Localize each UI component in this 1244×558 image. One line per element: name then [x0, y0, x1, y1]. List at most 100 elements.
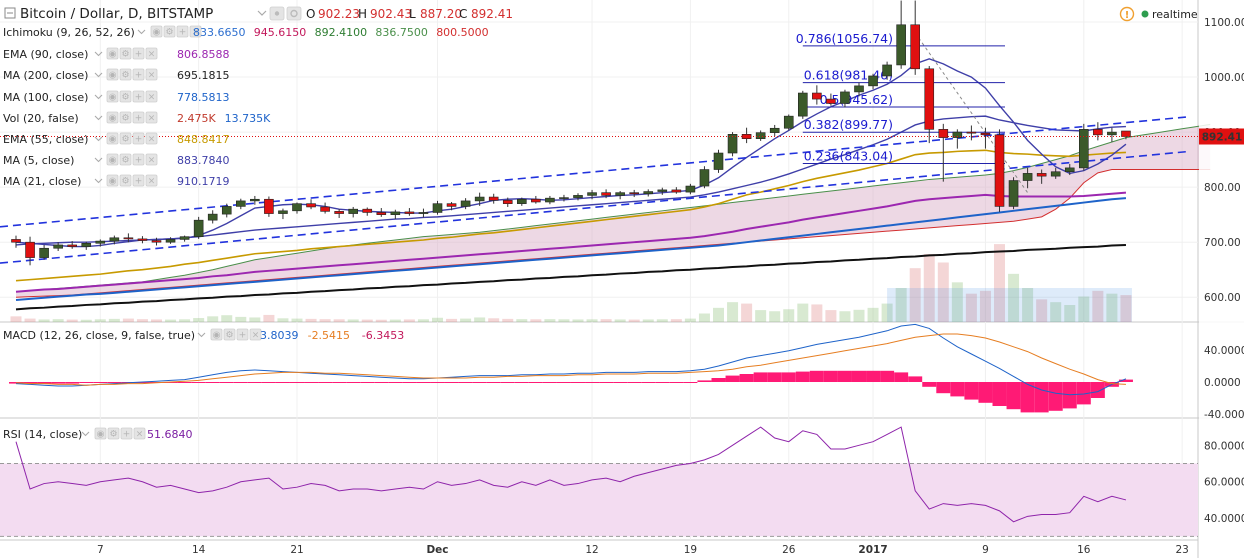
- macd-histogram-bar: [641, 382, 656, 383]
- indicator-label[interactable]: EMA (55, close): [3, 133, 88, 146]
- add-icon[interactable]: [132, 132, 145, 145]
- realtime-indicator[interactable]: ! realtime: [1119, 6, 1198, 22]
- close-icon[interactable]: [189, 25, 202, 38]
- volume-bar: [558, 319, 570, 322]
- senkou-span-a-line: [15, 123, 1211, 293]
- eye-icon[interactable]: [106, 68, 119, 81]
- add-icon-glyph: +: [135, 135, 143, 145]
- chevron-down-icon[interactable]: [94, 115, 103, 121]
- eye-icon[interactable]: [106, 174, 119, 187]
- indicator-value: 945.6150: [254, 26, 306, 39]
- indicator-label[interactable]: MA (200, close): [3, 69, 88, 82]
- close-icon[interactable]: [249, 328, 262, 341]
- chevron-down-icon[interactable]: [94, 94, 103, 100]
- add-icon[interactable]: [236, 328, 249, 341]
- fib-anchor-line[interactable]: [914, 32, 1029, 193]
- macd-histogram-bar: [556, 382, 571, 383]
- trend-line-lower[interactable]: [0, 150, 1191, 264]
- indicator-label[interactable]: MA (100, close): [3, 91, 88, 104]
- chevron-down-icon[interactable]: [81, 431, 90, 437]
- macd-histogram-bar: [767, 372, 782, 382]
- indicator-label[interactable]: RSI (14, close): [3, 428, 82, 441]
- close-icon[interactable]: [133, 427, 146, 440]
- close-icon[interactable]: [145, 153, 158, 166]
- candle-body: [713, 152, 724, 170]
- add-icon[interactable]: [120, 427, 133, 440]
- close-icon[interactable]: [145, 90, 158, 103]
- settings-icon[interactable]: [119, 90, 132, 103]
- low-label: L: [409, 7, 416, 21]
- macd-histogram-bar: [514, 382, 529, 383]
- add-icon[interactable]: [132, 47, 145, 60]
- chevron-down-icon[interactable]: [94, 157, 103, 163]
- close-icon[interactable]: [145, 174, 158, 187]
- cloud-area: [16, 124, 1211, 298]
- close-icon[interactable]: [145, 47, 158, 60]
- symbol-title[interactable]: Bitcoin / Dollar, D, BITSTAMP: [20, 6, 213, 22]
- settings-icon-glyph: ⚙: [121, 114, 129, 124]
- indicator-value: 2.475K: [177, 112, 216, 125]
- indicator-label[interactable]: Vol (20, false): [3, 112, 79, 125]
- eye-icon[interactable]: [106, 111, 119, 124]
- eye-icon-glyph: ◉: [109, 177, 117, 187]
- indicator-label[interactable]: MACD (12, 26, close, 9, false, true): [3, 329, 195, 342]
- chevron-down-icon[interactable]: [94, 51, 103, 57]
- fib-level-label: 0.382(899.77): [804, 117, 893, 132]
- settings-icon[interactable]: [119, 68, 132, 81]
- indicator-label[interactable]: Ichimoku (9, 26, 52, 26): [3, 26, 135, 39]
- indicator-value: 910.1719: [177, 175, 230, 188]
- settings-icon[interactable]: [119, 47, 132, 60]
- add-icon[interactable]: [132, 153, 145, 166]
- candle-body: [545, 197, 555, 203]
- volume-bar: [460, 318, 472, 322]
- settings-icon[interactable]: [119, 153, 132, 166]
- add-icon[interactable]: [132, 111, 145, 124]
- candle-body: [1064, 167, 1075, 173]
- trend-lines[interactable]: [0, 32, 1191, 264]
- price-axis-tick-label: 600.00: [1204, 292, 1241, 304]
- settings-icon[interactable]: [119, 111, 132, 124]
- chevron-down-icon[interactable]: [94, 136, 103, 142]
- settings-icon[interactable]: [286, 6, 302, 21]
- trend-line-upper[interactable]: [0, 115, 1191, 228]
- add-icon[interactable]: [132, 174, 145, 187]
- settings-icon[interactable]: [119, 132, 132, 145]
- volume-bar: [755, 310, 767, 322]
- candle-body: [109, 237, 120, 242]
- eye-icon[interactable]: [106, 132, 119, 145]
- settings-icon[interactable]: [223, 328, 236, 341]
- close-icon[interactable]: [145, 132, 158, 145]
- eye-icon[interactable]: [94, 427, 107, 440]
- candle-body: [1022, 173, 1033, 181]
- indicator-legend: Ichimoku (9, 26, 52, 26) ◉ ⚙ + ×833.6650 945.…: [3, 25, 489, 441]
- collapse-icon[interactable]: [4, 7, 16, 19]
- eye-icon[interactable]: [210, 328, 223, 341]
- chevron-down-icon[interactable]: [137, 29, 146, 35]
- chevron-down-icon[interactable]: [197, 332, 206, 338]
- close-icon[interactable]: [145, 68, 158, 81]
- add-icon[interactable]: [176, 25, 189, 38]
- indicator-label[interactable]: EMA (90, close): [3, 48, 88, 61]
- close-icon[interactable]: [145, 111, 158, 124]
- indicator-label[interactable]: MA (21, close): [3, 175, 81, 188]
- fibonacci-levels[interactable]: 0.786(1056.74) 0.618(981.46) 0.5(945.62) 0.…: [796, 31, 1005, 164]
- settings-icon[interactable]: [107, 427, 120, 440]
- add-icon-glyph: +: [135, 93, 143, 103]
- alert-icon[interactable]: [1119, 6, 1135, 22]
- add-icon-glyph: +: [179, 28, 187, 38]
- volume-bar: [628, 319, 640, 322]
- settings-icon[interactable]: [119, 174, 132, 187]
- chevron-down-icon[interactable]: [94, 178, 103, 184]
- close-icon-glyph: ×: [148, 156, 156, 166]
- eye-icon[interactable]: [106, 153, 119, 166]
- add-icon[interactable]: [132, 68, 145, 81]
- chevron-down-icon[interactable]: [94, 72, 103, 78]
- add-icon[interactable]: [132, 90, 145, 103]
- macd-axis-tick-label: 0.0000: [1204, 377, 1241, 389]
- settings-icon[interactable]: [163, 25, 176, 38]
- eye-icon[interactable]: [106, 47, 119, 60]
- eye-icon[interactable]: [106, 90, 119, 103]
- indicator-label[interactable]: MA (5, close): [3, 154, 74, 167]
- eye-icon[interactable]: [150, 25, 163, 38]
- chevron-down-icon[interactable]: [257, 10, 267, 16]
